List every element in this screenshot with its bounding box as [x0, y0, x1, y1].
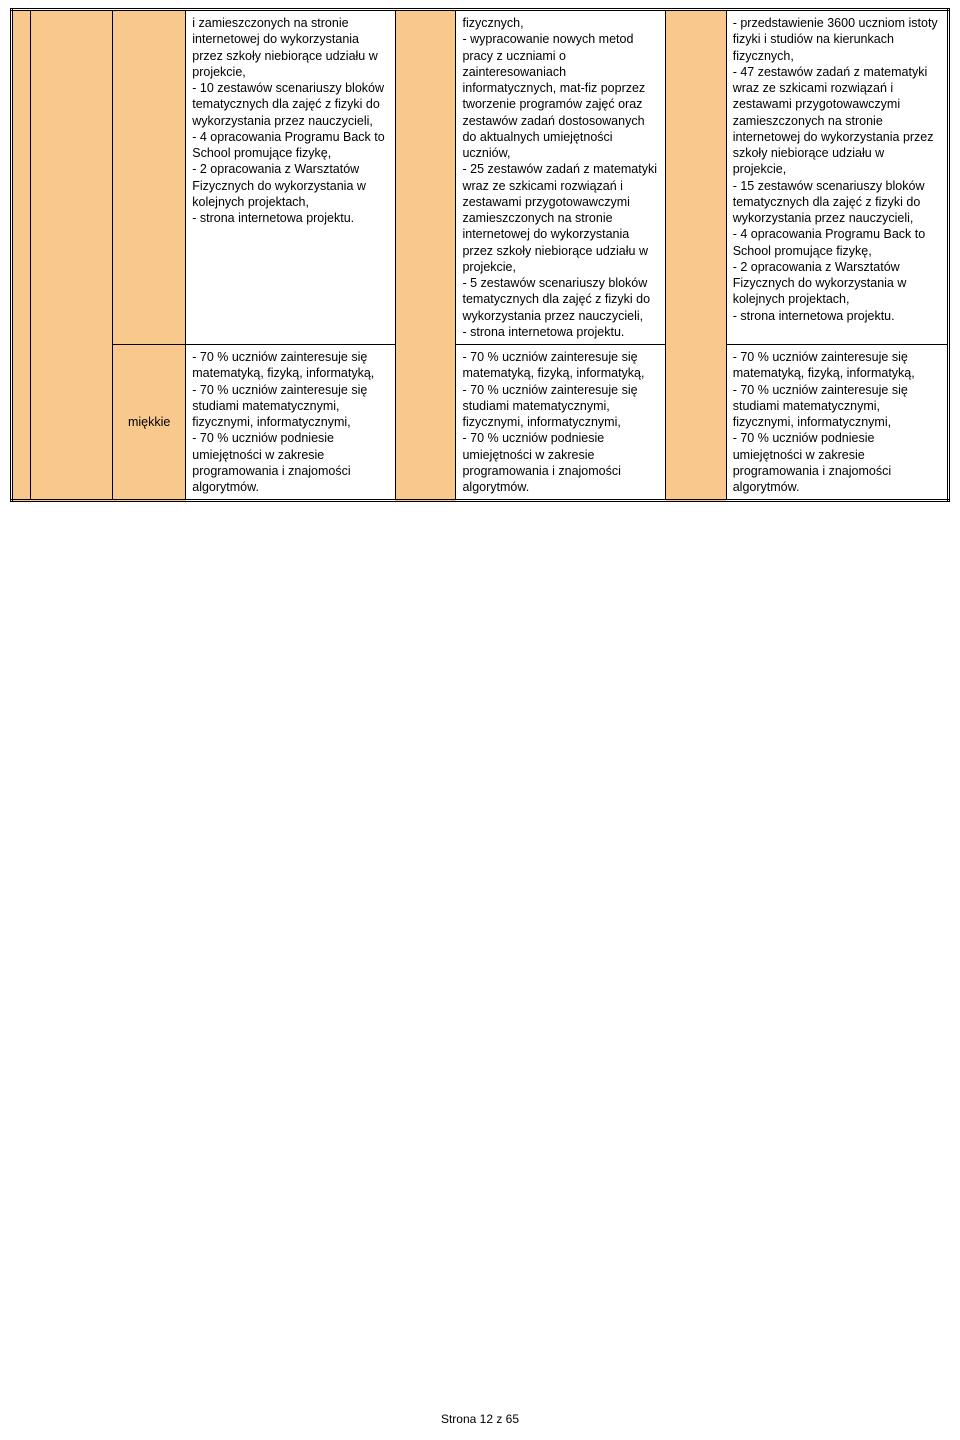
page: i zamieszczonych na stronie internetowej… [0, 0, 960, 1440]
row1-label [113, 10, 186, 345]
row1-cell4: i zamieszczonych na stronie internetowej… [186, 10, 396, 345]
main-table: i zamieszczonych na stronie internetowej… [10, 8, 950, 502]
row2-cell6: - 70 % uczniów zainteresuje się matematy… [456, 345, 666, 501]
col5-blank [395, 10, 456, 501]
row2-cell8: - 70 % uczniów zainteresuje się matematy… [726, 345, 948, 501]
col2-blank [30, 10, 112, 501]
row1-cell6: fizycznych, - wypracowanie nowych metod … [456, 10, 666, 345]
page-footer: Strona 12 z 65 [0, 1412, 960, 1426]
row1-cell8: - przedstawienie 3600 uczniom istoty fiz… [726, 10, 948, 345]
row2-cell4: - 70 % uczniów zainteresuje się matematy… [186, 345, 396, 501]
col7-blank [666, 10, 727, 501]
col1-blank [12, 10, 31, 501]
table-row: miękkie - 70 % uczniów zainteresuje się … [12, 345, 949, 501]
row2-label: miękkie [113, 345, 186, 501]
table-row: i zamieszczonych na stronie internetowej… [12, 10, 949, 345]
